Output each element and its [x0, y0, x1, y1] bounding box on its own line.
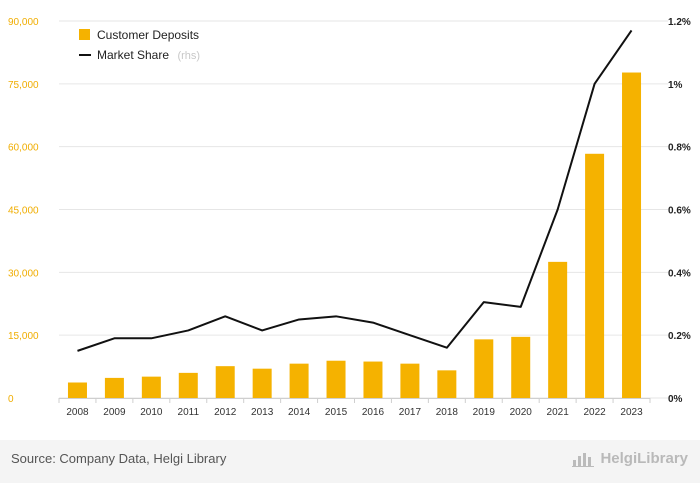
right-tick-label: 0.8%	[668, 143, 691, 154]
x-tick-label: 2015	[325, 407, 348, 418]
deposit-bars	[67, 72, 642, 399]
x-tick-label: 2013	[251, 407, 274, 418]
right-tick-label: 1.2%	[668, 17, 691, 28]
bar-2022	[585, 153, 605, 398]
bar-2014	[289, 363, 309, 398]
x-tick-label: 2020	[510, 407, 533, 418]
x-tick-label: 2017	[399, 407, 422, 418]
market-share-polyline	[77, 29, 633, 352]
bar-2021	[548, 261, 568, 398]
left-tick-label: 90,000	[8, 17, 39, 28]
x-axis-ticks: 2008 2009 2010 2011 2012 2013 2014 2015 2016 2017…	[58, 398, 651, 418]
gridlines	[59, 20, 668, 399]
brand-name: HelgiLibrary	[600, 450, 688, 467]
x-tick-label: 2009	[103, 407, 126, 418]
x-tick-label: 2010	[140, 407, 163, 418]
legend-label-market-share-suffix: (rhs)	[177, 50, 200, 62]
x-tick-label: 2023	[620, 407, 643, 418]
x-tick-label: 2021	[547, 407, 570, 418]
bar-2020	[511, 336, 531, 398]
bar-2009	[104, 377, 124, 398]
bar-2013	[252, 368, 272, 398]
right-tick-label: 0%	[668, 394, 683, 405]
legend: Customer Deposits Market Share (rhs)	[79, 28, 200, 63]
x-tick-label: 2016	[362, 407, 385, 418]
library-icon	[572, 452, 595, 467]
market-share-line	[77, 29, 633, 352]
right-tick-label: 1%	[668, 80, 683, 91]
bar-2008	[67, 382, 87, 398]
x-tick-label: 2019	[473, 407, 496, 418]
right-tick-label: 0.4%	[668, 268, 691, 279]
brand-logo: HelgiLibrary	[572, 450, 688, 467]
left-axis-ticks: 0 15,000 30,000 45,000 60,000 75,000 90,000	[8, 17, 39, 405]
left-tick-label: 45,000	[8, 206, 39, 217]
legend-swatch-customer-deposits	[79, 29, 90, 40]
legend-label-customer-deposits: Customer Deposits	[97, 28, 199, 42]
bar-2023	[622, 72, 642, 399]
bar-2019	[474, 339, 494, 398]
legend-label-market-share: Market Share (rhs)	[97, 46, 200, 63]
bar-2017	[400, 363, 420, 398]
x-tick-label: 2014	[288, 407, 311, 418]
source-note: Source: Company Data, Helgi Library	[11, 451, 227, 466]
bar-2012	[215, 366, 235, 398]
left-tick-label: 75,000	[8, 80, 39, 91]
chart: 0 15,000 30,000 45,000 60,000 75,000 90,000 0%…	[8, 17, 691, 418]
x-tick-label: 2008	[66, 407, 89, 418]
bar-2011	[178, 372, 198, 398]
left-tick-label: 15,000	[8, 331, 39, 342]
left-tick-label: 60,000	[8, 143, 39, 154]
bar-2015	[326, 360, 346, 398]
x-tick-label: 2012	[214, 407, 237, 418]
right-tick-label: 0.6%	[668, 206, 691, 217]
left-tick-label: 0	[8, 394, 14, 405]
bar-2010	[141, 376, 161, 398]
x-tick-label: 2022	[583, 407, 606, 418]
x-tick-label: 2018	[436, 407, 459, 418]
left-tick-label: 30,000	[8, 268, 39, 279]
right-tick-label: 0.2%	[668, 331, 691, 342]
footer: Source: Company Data, Helgi Library Helg…	[0, 440, 700, 483]
legend-label-market-share-name: Market Share	[97, 48, 169, 62]
bar-2016	[363, 361, 383, 398]
bar-2018	[437, 370, 457, 398]
x-tick-label: 2011	[178, 407, 200, 418]
right-axis-ticks: 0% 0.2% 0.4% 0.6% 0.8% 1% 1.2%	[668, 17, 691, 405]
